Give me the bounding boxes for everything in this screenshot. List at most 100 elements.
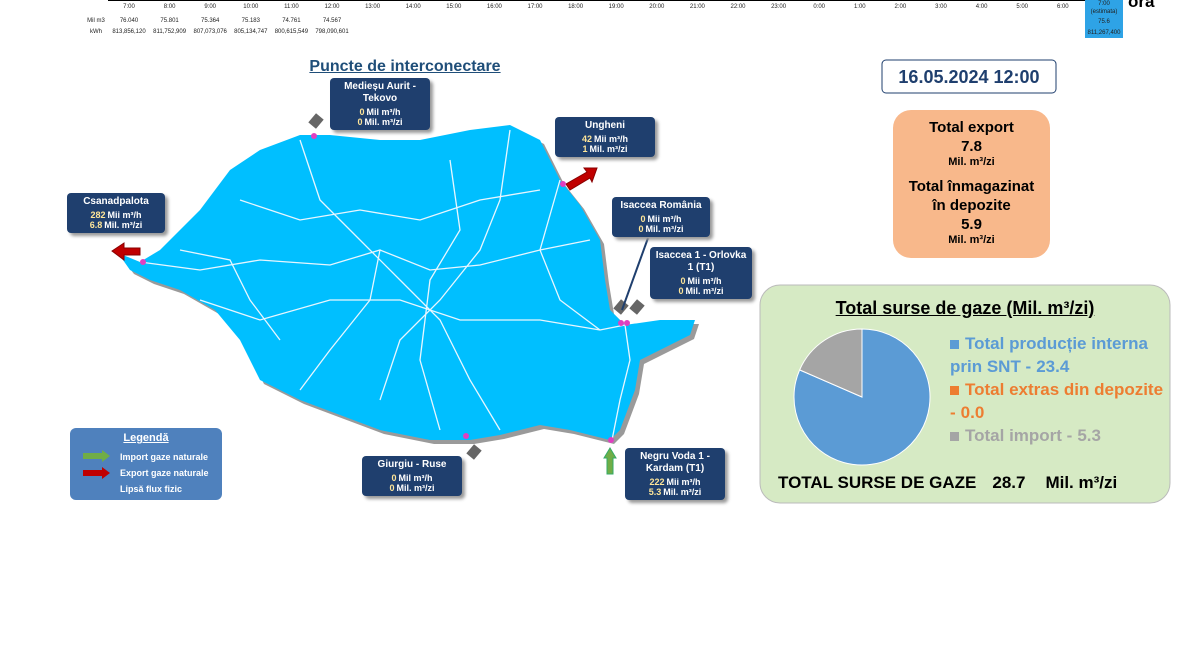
point-unit: Mil m³/h — [366, 107, 401, 117]
point-value: 42 — [581, 134, 592, 144]
hour-label: 14:00 — [405, 4, 421, 10]
point-line: 282 Mii m³/h — [71, 210, 161, 220]
point-box: Ungheni 42 Mii m³/h 1 Mil. m³/zi — [555, 117, 655, 157]
estimate-value: 75.6 — [1098, 19, 1110, 25]
point-box: Negru Voda 1 - Kardam (T1) 222 Mii m³/h 5.3… — [625, 448, 725, 500]
point-value: 0 — [359, 107, 365, 117]
total-label: TOTAL SURSE DE GAZE — [778, 473, 977, 492]
export-label: Total export — [929, 119, 1014, 136]
legend-value: 5.3 — [1077, 426, 1101, 445]
point-line: 6.8 Mil. m³/zi — [71, 220, 161, 230]
legend-value: 0.0 — [960, 403, 985, 422]
point-value: 1 — [582, 144, 588, 154]
table-cell: 74.567 — [322, 18, 342, 24]
legend-entry: Total extras din depozite -0.0 — [950, 378, 1165, 424]
legend-item: Lipsă flux fizic — [120, 484, 183, 494]
hour-label: 7:00 — [123, 4, 135, 10]
legend-export-icon — [83, 467, 110, 479]
legend: Legendă Import gaze naturale Export gaze… — [70, 432, 222, 497]
point-value: 0 — [389, 483, 395, 493]
point-line: 0 Mii m³/h — [654, 276, 748, 286]
totals: Total export 7.8 Mil. m³/zi Total înmaga… — [893, 118, 1050, 247]
header-rule — [108, 0, 1085, 1]
callout — [621, 237, 649, 311]
total-unit: Mil. m³/zi — [1045, 473, 1118, 492]
hour-label: 3:00 — [935, 4, 947, 10]
pie-slice — [793, 328, 931, 466]
table-cell: 75.364 — [201, 18, 220, 24]
point-box: Giurgiu - Ruse 0 Mil m³/h 0 Mil. m³/zi — [362, 456, 462, 496]
point-name: Ungheni — [585, 120, 625, 131]
point-line: 0 Mil. m³/zi — [334, 117, 426, 127]
hour-label: 1:00 — [853, 4, 866, 10]
point-box: Isaccea România 0 Mii m³/h 0 Mil. m³/zi — [612, 197, 710, 237]
table-cell: 807,073,076 — [193, 29, 227, 35]
point-unit: Mil. m³/zi — [663, 487, 702, 497]
import-arrow — [603, 447, 617, 475]
hour-label: 12:00 — [324, 4, 340, 10]
hour-label: 23:00 — [771, 4, 787, 10]
storage-unit: Mil. m³/zi — [948, 234, 995, 246]
hour-label: 22:00 — [730, 4, 746, 10]
total-value: 28.7 — [992, 473, 1026, 492]
export-value: 7.8 — [961, 138, 982, 155]
hour-label: 20:00 — [649, 4, 665, 10]
point-line: 1 Mil. m³/zi — [559, 144, 651, 154]
country — [118, 125, 695, 440]
hour-label: 10:00 — [243, 4, 259, 10]
legend-entry: Total producție interna prin SNT -23.4 — [950, 332, 1165, 378]
row-label: kWh — [90, 29, 102, 35]
point-unit: Mii m³/h — [687, 276, 722, 286]
table-cell: 75.801 — [160, 18, 179, 24]
hour-label: 21:00 — [689, 4, 705, 10]
export-unit: Mil. m³/zi — [948, 156, 995, 168]
entry-markers — [140, 133, 630, 443]
point-unit: Mil. m³/zi — [685, 286, 724, 296]
legend-title: Legendă — [123, 432, 169, 444]
map-title: Puncte de interconectare — [309, 58, 501, 75]
estimate-hour: 7:00 — [1098, 1, 1110, 7]
table-cell: 800,615,549 — [274, 29, 309, 35]
point-box: Csanadpalota 282 Mii m³/h 6.8 Mil. m³/zi — [67, 193, 165, 233]
row-label: Mil m3 — [87, 18, 105, 24]
hour-label: 4:00 — [975, 4, 988, 10]
table-cell: 811,752,909 — [153, 29, 187, 35]
point-unit: Mii m³/h — [647, 214, 682, 224]
point-value: 0 — [680, 276, 686, 286]
totals-box — [893, 110, 1050, 258]
hour-label: 19:00 — [608, 4, 624, 10]
legend-swatch — [950, 340, 959, 350]
table-cell: 76.040 — [119, 18, 139, 24]
point-name: Isaccea România — [620, 200, 702, 211]
point-line: 0 Mil m³/h — [366, 473, 458, 483]
point-line: 42 Mii m³/h — [559, 134, 651, 144]
point-unit: Mii m³/h — [666, 477, 701, 487]
side-label: ora — [1128, 0, 1155, 11]
legend-item: Export gaze naturale — [120, 468, 209, 478]
point-line: 222 Mii m³/h — [629, 477, 721, 487]
point-line: 0 Mil. m³/zi — [616, 224, 706, 234]
storage-label: Total înmagazinat în depozite — [908, 178, 1035, 214]
point-value: 0 — [357, 117, 363, 127]
sources-title: Total surse de gaze (Mil. m³/zi) — [835, 298, 1095, 318]
legend-value: 23.4 — [1036, 357, 1070, 376]
hour-label: 15:00 — [446, 4, 462, 10]
storage-value: 5.9 — [961, 216, 982, 233]
table-cell: 805,134,747 — [234, 29, 268, 35]
point-line: 0 Mil m³/h — [334, 107, 426, 117]
point-value: 5.3 — [648, 487, 662, 497]
point-value: 0 — [391, 473, 397, 483]
point-name: Giurgiu - Ruse — [377, 459, 447, 470]
pie-legend: Total producție interna prin SNT -23.4 To… — [950, 332, 1165, 447]
hour-label: 6:00 — [1056, 4, 1069, 10]
export-arrow — [111, 242, 141, 261]
estimate-value: 811,267,400 — [1087, 30, 1121, 36]
point-unit: Mil. m³/zi — [364, 117, 403, 127]
legend-import-icon — [83, 450, 110, 462]
point-value: 0 — [640, 214, 646, 224]
point-line: 0 Mil. m³/zi — [654, 286, 748, 296]
export-arrow — [565, 167, 598, 191]
point-unit: Mil. m³/zi — [589, 144, 628, 154]
